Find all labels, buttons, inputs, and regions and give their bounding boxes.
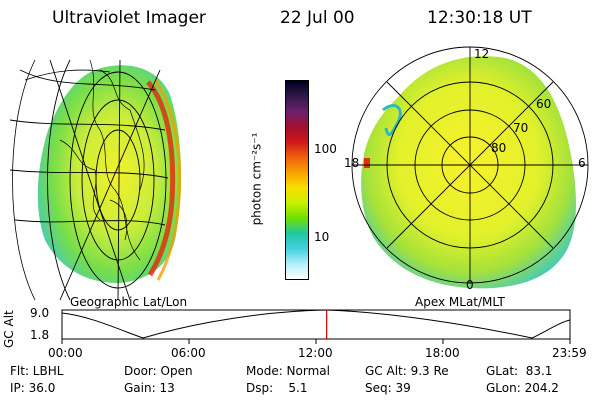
auroral-oval-bright-left [146, 80, 176, 277]
info-glat: GLat: 83.1 [486, 364, 553, 378]
timeline-ymax: 9.0 [30, 306, 50, 320]
mlat-label-80: 80 [491, 141, 507, 155]
info-mode: Mode: Normal [246, 364, 330, 378]
colorbar [285, 80, 309, 280]
altitude-curve [61, 309, 571, 339]
auroral-emission-right [361, 56, 576, 289]
info-door: Door: Open [124, 364, 193, 378]
mlt-label-6: 6 [578, 156, 586, 170]
info-seq: Seq: 39 [365, 381, 411, 395]
colorbar-tick-10: 10 [314, 230, 330, 244]
timeline-tick-0600: 06:00 [171, 346, 206, 360]
timeline-tick-1200: 12:00 [298, 346, 333, 360]
time-label: 12:30:18 UT [427, 8, 532, 28]
right-panel-caption: Apex MLat/MLT [415, 295, 505, 309]
info-gcalt: GC Alt: 9.3 Re [365, 364, 449, 378]
info-ip: IP: 36.0 [10, 381, 56, 395]
auroral-emission-left [37, 65, 182, 284]
info-flt: Flt: LBHL [10, 364, 64, 378]
timeline-ymin: 1.8 [30, 328, 50, 342]
timeline-tick-1800: 18:00 [425, 346, 460, 360]
polar-grid [351, 46, 589, 284]
mlt-label-12: 12 [474, 47, 490, 61]
timeline-tick-0000: 00:00 [48, 346, 83, 360]
timeline-tick-2359: 23:59 [552, 346, 587, 360]
info-gain: Gain: 13 [124, 381, 175, 395]
info-glon: GLon: 204.2 [486, 381, 559, 395]
date-label: 22 Jul 00 [280, 8, 355, 28]
colorbar-tick-100: 100 [314, 142, 337, 156]
mlat-label-70: 70 [513, 121, 529, 135]
mlat-label-60: 60 [536, 97, 552, 111]
left-panel-caption: Geographic Lat/Lon [70, 295, 188, 309]
geographic-grid [9, 59, 169, 301]
coastlines [59, 59, 145, 261]
info-dsp: Dsp: 5.1 [246, 381, 308, 395]
app-title: Ultraviolet Imager [52, 8, 206, 28]
timeline-ylabel: GC Alt [2, 310, 16, 348]
mlt-label-18: 18 [344, 156, 360, 170]
mlt-label-0: 0 [466, 278, 474, 292]
